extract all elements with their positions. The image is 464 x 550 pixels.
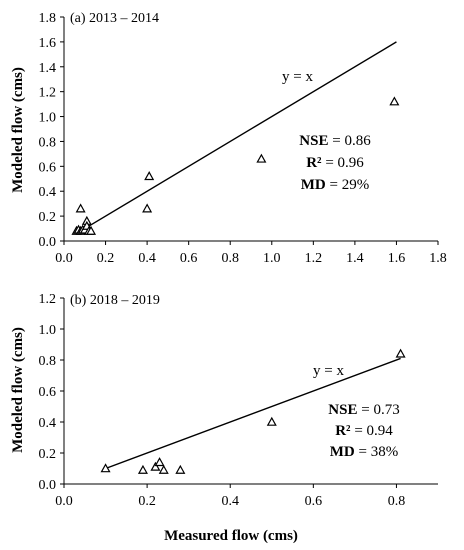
y-tick-label: 1.8 <box>39 11 57 26</box>
y-tick-label: 1.6 <box>39 36 57 51</box>
stat-r: R² = 0.96 <box>306 155 364 171</box>
y-tick-label: 0.2 <box>39 447 57 462</box>
panel-title: (b) 2018 – 2019 <box>70 293 160 308</box>
y-tick-label: 0.2 <box>39 210 57 225</box>
y-tick-label: 0.0 <box>39 478 57 493</box>
y-tick-label: 1.2 <box>39 86 57 101</box>
stat-nse: NSE = 0.73 <box>328 402 399 418</box>
x-tick-label: 0.8 <box>221 251 239 266</box>
stat-nse: NSE = 0.86 <box>299 133 371 149</box>
y-tick-label: 0.4 <box>39 185 57 200</box>
y-tick-label: 1.0 <box>39 323 57 338</box>
identity-line-label: y = x <box>282 69 313 85</box>
x-tick-label: 1.2 <box>305 251 323 266</box>
y-tick-label: 0.6 <box>39 160 57 175</box>
data-point <box>100 463 111 473</box>
data-point <box>137 464 148 474</box>
y-axis-label: Modeled flow (cms) <box>10 327 26 453</box>
identity-line <box>105 357 401 470</box>
data-point <box>85 225 97 235</box>
x-tick-label: 0.0 <box>55 494 73 509</box>
x-axis-label: Measured flow (cms) <box>164 528 298 544</box>
y-tick-label: 0.6 <box>39 385 57 400</box>
data-point <box>389 96 400 106</box>
x-tick-label: 0.4 <box>138 251 156 266</box>
panel-title: (a) 2013 – 2014 <box>70 11 159 26</box>
x-tick-label: 0.6 <box>180 251 198 266</box>
x-tick-label: 0.0 <box>55 251 73 266</box>
x-tick-label: 0.6 <box>305 494 323 509</box>
data-point <box>395 348 406 358</box>
stat-r: R² = 0.94 <box>335 423 393 439</box>
data-point <box>75 203 86 213</box>
data-point <box>266 416 277 426</box>
y-tick-label: 1.2 <box>39 292 57 307</box>
x-tick-label: 0.2 <box>97 251 115 266</box>
x-tick-label: 1.6 <box>388 251 406 266</box>
data-point <box>158 464 169 474</box>
y-tick-label: 1.4 <box>39 61 57 76</box>
identity-line <box>84 41 397 230</box>
y-tick-label: 0.8 <box>39 354 57 369</box>
data-point <box>175 464 186 474</box>
x-tick-label: 0.4 <box>221 494 239 509</box>
data-point <box>256 153 267 163</box>
data-point <box>154 457 165 467</box>
y-tick-label: 1.0 <box>39 111 57 126</box>
data-point <box>150 461 161 471</box>
y-axis-label: Modeled flow (cms) <box>10 67 26 193</box>
x-tick-label: 0.2 <box>138 494 156 509</box>
chart-panel-b: 0.0 0.2 0.4 0.6 0.8 1.0 1.2 0.0 0.2 0.4 0.6 0.8 (b) … <box>10 292 438 544</box>
x-tick-label: 0.8 <box>388 494 406 509</box>
y-tick-label: 0.8 <box>39 135 57 150</box>
data-point <box>142 203 153 213</box>
data-point <box>144 171 155 181</box>
x-tick-label: 1.0 <box>263 251 281 266</box>
stat-md: MD = 38% <box>330 444 398 460</box>
stat-md: MD = 29% <box>301 177 369 193</box>
y-tick-label: 0.4 <box>39 416 57 431</box>
y-tick-label: 0.0 <box>39 235 57 250</box>
x-tick-label: 1.4 <box>346 251 364 266</box>
identity-line-label: y = x <box>313 363 344 379</box>
x-tick-label: 1.8 <box>429 251 447 266</box>
chart-panel-a: 0.0 0.2 0.4 0.6 0.8 1.0 1.2 1.4 1.6 1.8 0.0 0.2 0.4 0… <box>10 11 447 266</box>
